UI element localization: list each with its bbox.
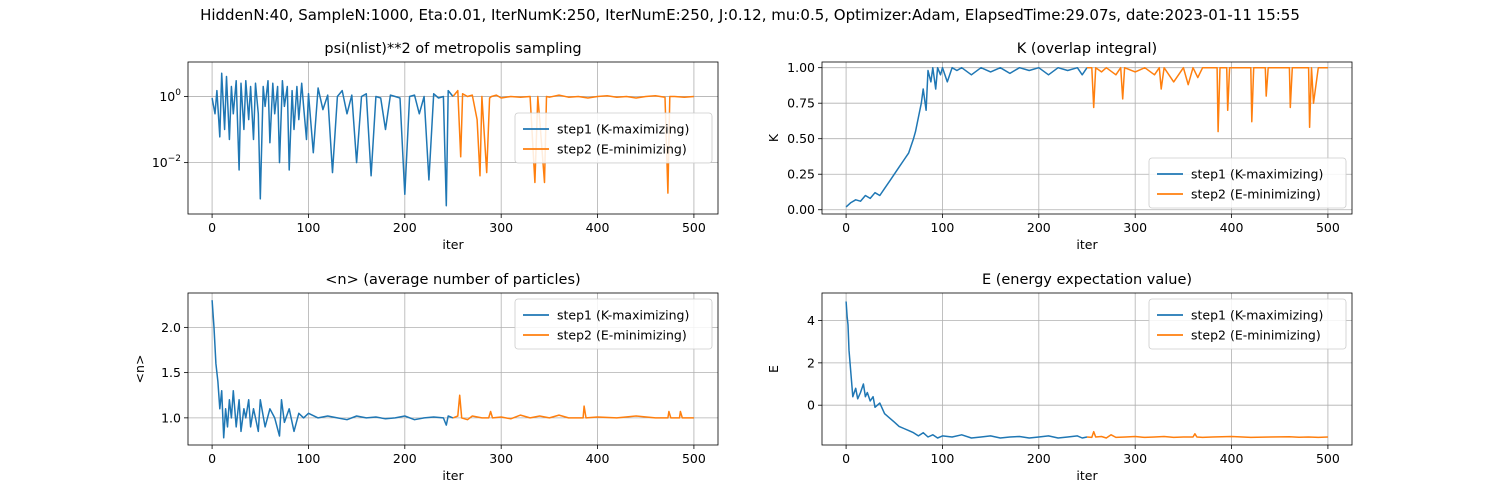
y-tick-label: 2 [807, 355, 815, 370]
y-tick-label: 1.0 [161, 410, 181, 425]
subplot-title: E (energy expectation value) [982, 272, 1192, 288]
x-tick-label: 400 [1220, 220, 1244, 235]
x-tick-label: 100 [931, 451, 955, 466]
legend-label-1: step1 (K-maximizing) [557, 308, 689, 323]
x-tick-label: 100 [931, 220, 955, 235]
subplot-title: K (overlap integral) [1017, 41, 1157, 57]
legend: step1 (K-maximizing) step2 (E-minimizing) [1148, 298, 1347, 350]
x-tick-label: 400 [1220, 451, 1244, 466]
legend: step1 (K-maximizing) step2 (E-minimizing) [1148, 157, 1347, 209]
x-tick-label: 0 [208, 220, 216, 235]
x-axis-label: iter [442, 237, 464, 252]
subplot-n: 0 100 200 300 400 500 1.0 1.5 2.0 <n> (average nu… [132, 272, 719, 483]
x-tick-label: 100 [297, 220, 321, 235]
x-tick-label: 500 [682, 451, 706, 466]
legend-label-2: step2 (E-minimizing) [557, 328, 687, 343]
y-tick-label: 0.00 [787, 202, 815, 217]
legend-box [514, 112, 713, 164]
y-axis-label: K [766, 133, 781, 142]
x-tick-label: 0 [842, 220, 850, 235]
y-tick-label: 2.0 [161, 320, 181, 335]
legend-label-2: step2 (E-minimizing) [557, 142, 687, 157]
x-tick-label: 200 [393, 220, 417, 235]
series-line-1 [845, 66, 1088, 208]
legend-box [1148, 298, 1347, 350]
axes-frame [821, 292, 1353, 446]
axes-frame [821, 61, 1353, 215]
x-tick-label: 0 [842, 451, 850, 466]
subplot-K: 0 100 200 300 400 500 0.00 0.25 0.50 0.75 1.00 K (o… [766, 41, 1353, 252]
legend-label-2: step2 (E-minimizing) [1191, 187, 1321, 202]
legend-label-1: step1 (K-maximizing) [557, 122, 689, 137]
x-tick-label: 300 [489, 220, 513, 235]
y-tick-label: 0.75 [787, 96, 815, 111]
series-line-1 [211, 300, 454, 439]
legend: step1 (K-maximizing) step2 (E-minimizing) [514, 298, 713, 350]
y-tick-label: 1.00 [787, 60, 815, 75]
legend-label-2: step2 (E-minimizing) [1191, 328, 1321, 343]
series-line-2 [1086, 430, 1328, 439]
x-tick-label: 500 [1316, 451, 1340, 466]
series-line-1 [211, 72, 454, 207]
subplot-psi: 0 100 200 300 400 500 10−2 100 psi(nlist)**2 of … [152, 41, 719, 252]
x-tick-label: 0 [208, 451, 216, 466]
series-line-2 [452, 394, 694, 421]
axes-frame [187, 292, 719, 446]
y-tick-label: 0.50 [787, 131, 815, 146]
x-tick-label: 200 [1027, 220, 1051, 235]
y-axis-label: <n> [132, 355, 147, 384]
figure-suptitle: HiddenN:40, SampleN:1000, Eta:0.01, Iter… [200, 6, 1300, 24]
subplot-title: psi(nlist)**2 of metropolis sampling [324, 41, 581, 57]
x-tick-label: 300 [1123, 220, 1147, 235]
y-tick-label: 100 [159, 88, 181, 104]
x-tick-label: 200 [1027, 451, 1051, 466]
series-line-2 [1087, 66, 1328, 133]
x-tick-label: 100 [297, 451, 321, 466]
x-tick-label: 300 [1123, 451, 1147, 466]
x-axis-label: iter [1076, 468, 1098, 483]
y-tick-label: 4 [807, 313, 815, 328]
x-axis-label: iter [442, 468, 464, 483]
series-group [211, 300, 694, 439]
x-axis-label: iter [1076, 237, 1098, 252]
x-tick-label: 500 [682, 220, 706, 235]
legend: step1 (K-maximizing) step2 (E-minimizing) [514, 112, 713, 164]
legend-label-1: step1 (K-maximizing) [1191, 308, 1323, 323]
series-line-1 [845, 301, 1088, 439]
series-group [845, 66, 1328, 208]
x-tick-label: 200 [393, 451, 417, 466]
y-axis-label: E [766, 365, 781, 373]
x-tick-label: 500 [1316, 220, 1340, 235]
axes-frame [187, 61, 719, 215]
legend-box [1148, 157, 1347, 209]
series-group [845, 301, 1328, 439]
legend-box [514, 298, 713, 350]
y-tick-label: 10−2 [152, 154, 181, 170]
y-tick-label: 1.5 [161, 365, 181, 380]
x-tick-label: 400 [586, 451, 610, 466]
legend-label-1: step1 (K-maximizing) [1191, 167, 1323, 182]
subplot-title: <n> (average number of particles) [325, 272, 580, 288]
x-tick-label: 300 [489, 451, 513, 466]
x-tick-label: 400 [586, 220, 610, 235]
y-tick-label: 0 [807, 398, 815, 413]
subplot-E: 0 100 200 300 400 500 0 2 4 E (energy expectation… [766, 272, 1353, 483]
y-tick-label: 0.25 [787, 167, 815, 182]
